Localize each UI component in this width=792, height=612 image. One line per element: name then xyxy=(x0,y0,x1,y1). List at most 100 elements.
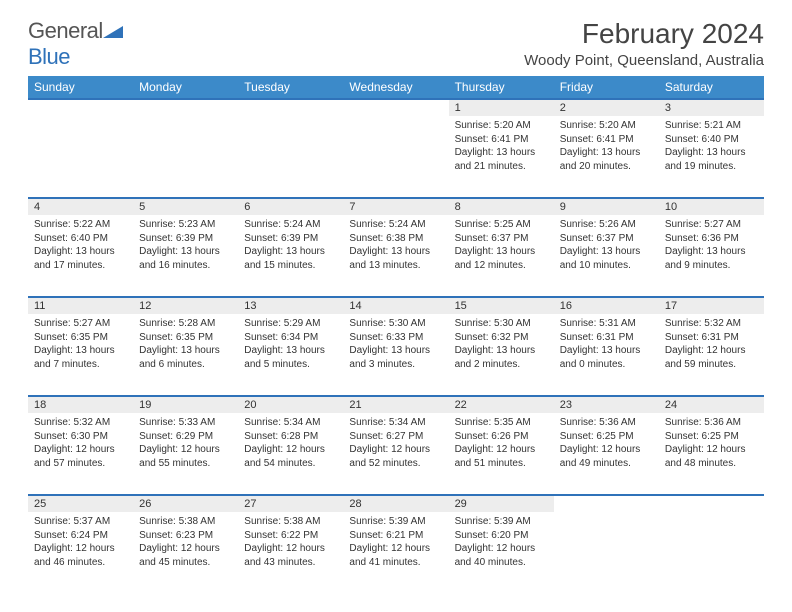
day-cell-body: Sunrise: 5:22 AMSunset: 6:40 PMDaylight:… xyxy=(28,215,133,278)
day-body-row: Sunrise: 5:20 AMSunset: 6:41 PMDaylight:… xyxy=(28,116,764,198)
day-number-cell: 4 xyxy=(28,198,133,215)
sunrise-line: Sunrise: 5:23 AM xyxy=(139,218,232,232)
day-cell: Sunrise: 5:27 AMSunset: 6:36 PMDaylight:… xyxy=(659,215,764,297)
day-cell: Sunrise: 5:21 AMSunset: 6:40 PMDaylight:… xyxy=(659,116,764,198)
day-number-cell: 10 xyxy=(659,198,764,215)
header: General Blue February 2024 Woody Point, … xyxy=(28,18,764,70)
day-number-cell: 11 xyxy=(28,297,133,314)
day-cell-body: Sunrise: 5:39 AMSunset: 6:20 PMDaylight:… xyxy=(449,512,554,575)
day-number-cell: 28 xyxy=(343,495,448,512)
daylight-line: Daylight: 12 hours and 59 minutes. xyxy=(665,344,758,371)
daylight-line: Daylight: 12 hours and 52 minutes. xyxy=(349,443,442,470)
day-cell: Sunrise: 5:20 AMSunset: 6:41 PMDaylight:… xyxy=(449,116,554,198)
day-number-cell: 21 xyxy=(343,396,448,413)
sunrise-line: Sunrise: 5:38 AM xyxy=(139,515,232,529)
day-cell-body: Sunrise: 5:23 AMSunset: 6:39 PMDaylight:… xyxy=(133,215,238,278)
sunrise-line: Sunrise: 5:29 AM xyxy=(244,317,337,331)
sunset-line: Sunset: 6:32 PM xyxy=(455,331,548,345)
day-cell-body: Sunrise: 5:35 AMSunset: 6:26 PMDaylight:… xyxy=(449,413,554,476)
daylight-line: Daylight: 13 hours and 3 minutes. xyxy=(349,344,442,371)
sunrise-line: Sunrise: 5:26 AM xyxy=(560,218,653,232)
sunset-line: Sunset: 6:36 PM xyxy=(665,232,758,246)
sunrise-line: Sunrise: 5:25 AM xyxy=(455,218,548,232)
day-cell: Sunrise: 5:37 AMSunset: 6:24 PMDaylight:… xyxy=(28,512,133,594)
day-cell: Sunrise: 5:38 AMSunset: 6:22 PMDaylight:… xyxy=(238,512,343,594)
daylight-line: Daylight: 13 hours and 20 minutes. xyxy=(560,146,653,173)
col-tuesday: Tuesday xyxy=(238,76,343,99)
sunrise-line: Sunrise: 5:37 AM xyxy=(34,515,127,529)
day-cell-body: Sunrise: 5:38 AMSunset: 6:23 PMDaylight:… xyxy=(133,512,238,575)
location-text: Woody Point, Queensland, Australia xyxy=(524,52,764,69)
day-cell: Sunrise: 5:26 AMSunset: 6:37 PMDaylight:… xyxy=(554,215,659,297)
day-cell-body: Sunrise: 5:39 AMSunset: 6:21 PMDaylight:… xyxy=(343,512,448,575)
sunset-line: Sunset: 6:28 PM xyxy=(244,430,337,444)
day-number-cell: 9 xyxy=(554,198,659,215)
daylight-line: Daylight: 13 hours and 12 minutes. xyxy=(455,245,548,272)
daylight-line: Daylight: 12 hours and 51 minutes. xyxy=(455,443,548,470)
day-cell-body: Sunrise: 5:36 AMSunset: 6:25 PMDaylight:… xyxy=(659,413,764,476)
daylight-line: Daylight: 13 hours and 5 minutes. xyxy=(244,344,337,371)
day-cell: Sunrise: 5:31 AMSunset: 6:31 PMDaylight:… xyxy=(554,314,659,396)
day-cell: Sunrise: 5:24 AMSunset: 6:39 PMDaylight:… xyxy=(238,215,343,297)
day-cell-body: Sunrise: 5:37 AMSunset: 6:24 PMDaylight:… xyxy=(28,512,133,575)
sunrise-line: Sunrise: 5:27 AM xyxy=(34,317,127,331)
day-number-cell xyxy=(133,99,238,116)
daylight-line: Daylight: 13 hours and 16 minutes. xyxy=(139,245,232,272)
sunrise-line: Sunrise: 5:21 AM xyxy=(665,119,758,133)
sunset-line: Sunset: 6:27 PM xyxy=(349,430,442,444)
sunrise-line: Sunrise: 5:39 AM xyxy=(349,515,442,529)
sunset-line: Sunset: 6:23 PM xyxy=(139,529,232,543)
sunrise-line: Sunrise: 5:28 AM xyxy=(139,317,232,331)
sunset-line: Sunset: 6:25 PM xyxy=(560,430,653,444)
day-number-cell: 17 xyxy=(659,297,764,314)
day-number-cell: 7 xyxy=(343,198,448,215)
daylight-line: Daylight: 13 hours and 17 minutes. xyxy=(34,245,127,272)
sunset-line: Sunset: 6:37 PM xyxy=(560,232,653,246)
sunrise-line: Sunrise: 5:22 AM xyxy=(34,218,127,232)
day-number-cell xyxy=(28,99,133,116)
day-cell-body: Sunrise: 5:28 AMSunset: 6:35 PMDaylight:… xyxy=(133,314,238,377)
col-saturday: Saturday xyxy=(659,76,764,99)
day-number-cell xyxy=(238,99,343,116)
daylight-line: Daylight: 12 hours and 40 minutes. xyxy=(455,542,548,569)
sunset-line: Sunset: 6:35 PM xyxy=(34,331,127,345)
daylight-line: Daylight: 12 hours and 41 minutes. xyxy=(349,542,442,569)
sunrise-line: Sunrise: 5:35 AM xyxy=(455,416,548,430)
calendar-table: Sunday Monday Tuesday Wednesday Thursday… xyxy=(28,76,764,594)
sunrise-line: Sunrise: 5:36 AM xyxy=(560,416,653,430)
triangle-icon xyxy=(103,18,123,44)
day-number-cell: 22 xyxy=(449,396,554,413)
day-number-cell: 18 xyxy=(28,396,133,413)
day-cell: Sunrise: 5:34 AMSunset: 6:28 PMDaylight:… xyxy=(238,413,343,495)
day-number-cell: 19 xyxy=(133,396,238,413)
day-cell: Sunrise: 5:22 AMSunset: 6:40 PMDaylight:… xyxy=(28,215,133,297)
daylight-line: Daylight: 13 hours and 15 minutes. xyxy=(244,245,337,272)
day-cell xyxy=(554,512,659,594)
day-number-cell: 26 xyxy=(133,495,238,512)
sunrise-line: Sunrise: 5:31 AM xyxy=(560,317,653,331)
day-number-cell xyxy=(343,99,448,116)
sunrise-line: Sunrise: 5:20 AM xyxy=(560,119,653,133)
daylight-line: Daylight: 12 hours and 43 minutes. xyxy=(244,542,337,569)
day-number-cell: 5 xyxy=(133,198,238,215)
day-cell-body: Sunrise: 5:32 AMSunset: 6:31 PMDaylight:… xyxy=(659,314,764,377)
day-cell-body: Sunrise: 5:24 AMSunset: 6:39 PMDaylight:… xyxy=(238,215,343,278)
sunrise-line: Sunrise: 5:34 AM xyxy=(244,416,337,430)
sunrise-line: Sunrise: 5:30 AM xyxy=(455,317,548,331)
page-title: February 2024 xyxy=(524,18,764,50)
daylight-line: Daylight: 12 hours and 45 minutes. xyxy=(139,542,232,569)
day-cell: Sunrise: 5:38 AMSunset: 6:23 PMDaylight:… xyxy=(133,512,238,594)
sunrise-line: Sunrise: 5:38 AM xyxy=(244,515,337,529)
sunset-line: Sunset: 6:40 PM xyxy=(34,232,127,246)
day-cell: Sunrise: 5:30 AMSunset: 6:33 PMDaylight:… xyxy=(343,314,448,396)
day-number-cell: 20 xyxy=(238,396,343,413)
title-block: February 2024 Woody Point, Queensland, A… xyxy=(524,18,764,69)
sunrise-line: Sunrise: 5:39 AM xyxy=(455,515,548,529)
day-cell-body: Sunrise: 5:34 AMSunset: 6:28 PMDaylight:… xyxy=(238,413,343,476)
sunset-line: Sunset: 6:38 PM xyxy=(349,232,442,246)
day-cell-body: Sunrise: 5:34 AMSunset: 6:27 PMDaylight:… xyxy=(343,413,448,476)
day-cell-body: Sunrise: 5:24 AMSunset: 6:38 PMDaylight:… xyxy=(343,215,448,278)
day-number-cell: 13 xyxy=(238,297,343,314)
day-number-cell: 29 xyxy=(449,495,554,512)
sunset-line: Sunset: 6:25 PM xyxy=(665,430,758,444)
